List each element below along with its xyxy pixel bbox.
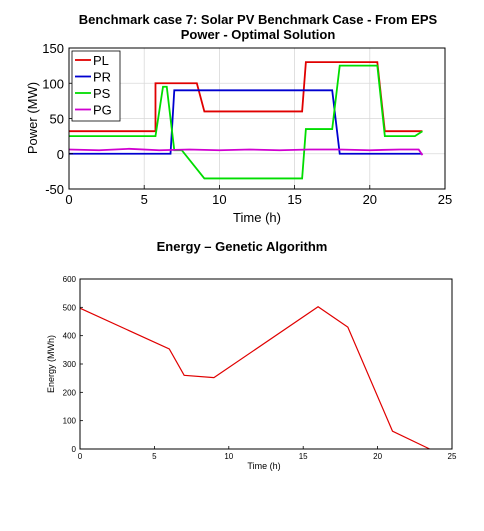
chart2-x-tick-label: 0: [78, 452, 83, 461]
chart2-x-ticks: 0 5 10 15 20 25: [78, 446, 457, 461]
chart2-x-axis-label: Time (h): [247, 461, 280, 471]
chart2-y-tick-label: 400: [63, 332, 77, 341]
chart1-x-tick-label: 20: [363, 192, 377, 207]
chart1-x-tick-label: 0: [65, 192, 72, 207]
chart2-x-tick-label: 10: [224, 452, 233, 461]
chart1-x-ticks: 0 5 10 15 20 25: [65, 185, 452, 207]
chart1-x-axis-label: Time (h): [233, 210, 281, 225]
chart1-series: [68, 61, 424, 180]
chart2-y-tick-label: 0: [72, 445, 77, 454]
chart1-y-tick-label: 150: [42, 41, 64, 56]
chart1-y-axis-label: Power (MW): [25, 82, 40, 154]
chart2-y-tick-label: 200: [63, 388, 77, 397]
legend-label-pl: PL: [93, 53, 109, 68]
chart1-x-tick-label: 5: [141, 192, 148, 207]
chart2-series: [79, 306, 430, 450]
chart2-title: Energy – Genetic Algorithm: [157, 239, 328, 254]
chart2-y-ticks: 0 100 200 300 400 500 600: [63, 275, 83, 454]
chart2-plot-frame: [79, 278, 453, 450]
chart2-y-tick-label: 300: [63, 360, 77, 369]
chart2-series-energy-line: [79, 306, 430, 450]
chart2-y-axis-label: Energy (MWh): [46, 335, 56, 393]
chart1-title-line2: Power - Optimal Solution: [181, 27, 336, 42]
chart1-title-line1: Benchmark case 7: Solar PV Benchmark Cas…: [79, 12, 438, 27]
chart2-y-tick-label: 100: [63, 417, 77, 426]
chart1-series-pg-line: [68, 147, 424, 156]
legend-label-ps: PS: [93, 86, 111, 101]
chart2-x-tick-label: 25: [448, 452, 457, 461]
chart2-y-tick-label: 600: [63, 275, 77, 284]
chart1-x-tick-label: 25: [438, 192, 452, 207]
chart-energy: Energy – Genetic Algorithm 0 5 10 15 20 25 0 1…: [46, 239, 457, 471]
chart2-x-tick-label: 20: [373, 452, 382, 461]
chart1-y-ticks: -50 0 50 100 150: [42, 41, 73, 197]
chart1-series-ps-line: [69, 64, 423, 180]
chart1-y-tick-label: 0: [57, 147, 64, 162]
chart2-x-tick-label: 5: [152, 452, 157, 461]
chart1-y-tick-label: 50: [50, 112, 64, 127]
chart1-series-pr-line: [69, 89, 423, 155]
chart2-y-tick-label: 500: [63, 303, 77, 312]
chart1-x-tick-label: 10: [212, 192, 226, 207]
chart1-grid: [68, 47, 446, 190]
legend-label-pg: PG: [93, 103, 112, 118]
legend-label-pr: PR: [93, 70, 111, 85]
chart1-x-tick-label: 15: [287, 192, 301, 207]
chart2-x-tick-label: 15: [299, 452, 308, 461]
chart1-y-tick-label: -50: [45, 182, 64, 197]
chart1-y-tick-label: 100: [42, 76, 64, 91]
chart-power: Benchmark case 7: Solar PV Benchmark Cas…: [25, 12, 452, 225]
